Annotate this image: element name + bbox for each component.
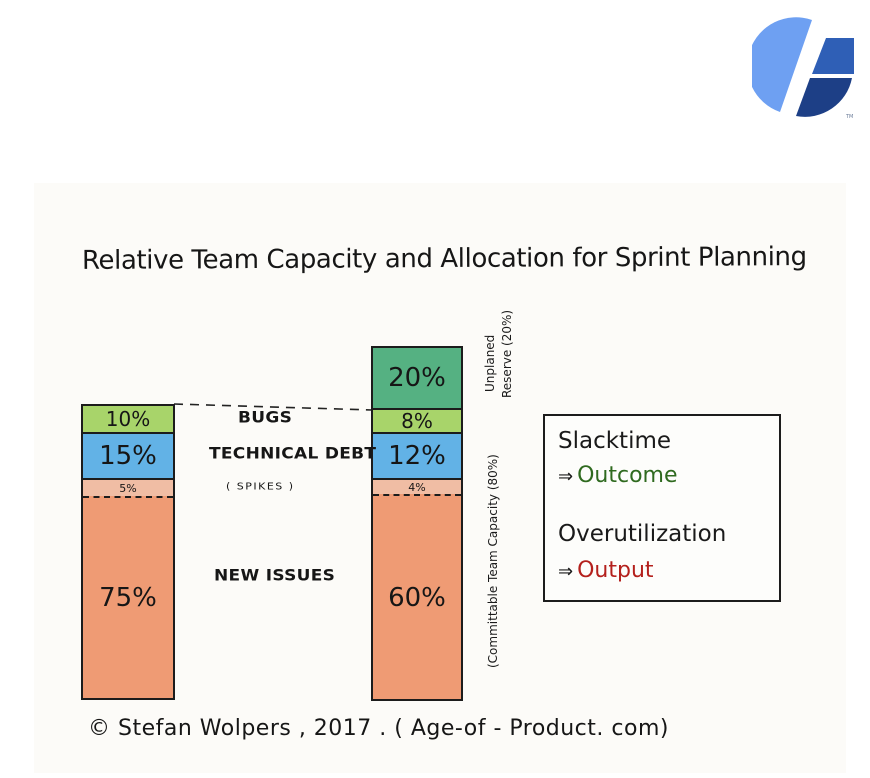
- right-newissues-value: 60%: [388, 582, 446, 613]
- left-capacity-bar: 10% 15% 5% 75%: [81, 404, 175, 700]
- category-label-spikes: ( SPIKES ): [226, 480, 295, 493]
- category-label-technical-debt: TECHNICAL DEBT: [209, 444, 377, 464]
- diagram-title: Relative Team Capacity and Allocation fo…: [81, 242, 807, 276]
- legend-overutilization-arrow-icon: ⇒: [558, 561, 574, 582]
- left-newissues-segment: 75%: [83, 496, 173, 698]
- unplanned-reserve-annotation-line1: Unplaned: [483, 334, 497, 392]
- left-techdebt-value: 15%: [99, 441, 157, 471]
- age-of-product-logo: TM: [752, 17, 854, 120]
- right-bugs-segment: 8%: [373, 409, 461, 434]
- left-bugs-value: 10%: [105, 407, 151, 431]
- category-label-bugs: BUGS: [238, 408, 293, 428]
- category-label-new-issues: NEW ISSUES: [214, 566, 336, 586]
- copyright-footer: © Stefan Wolpers , 2017 . ( Age-of - Pro…: [88, 716, 669, 741]
- logo-left-shape: [752, 17, 812, 112]
- committable-capacity-annotation: (Committable Team Capacity (80%): [486, 454, 500, 668]
- logo-tm-mark: TM: [845, 114, 853, 120]
- legend-overutilization-result-row: ⇒ Output: [558, 557, 654, 583]
- left-techdebt-segment: 15%: [83, 434, 173, 480]
- right-bugs-value: 8%: [401, 409, 433, 433]
- right-techdebt-segment: 12%: [373, 434, 461, 480]
- right-capacity-bar: 20% 8% 12% 4% 60%: [371, 346, 463, 701]
- legend-overutilization-title: Overutilization: [558, 521, 727, 547]
- legend-slacktime-result-row: ⇒ Outcome: [558, 462, 678, 488]
- unplanned-reserve-annotation-line2: Reserve (20%): [500, 309, 514, 398]
- left-spikes-value: 5%: [119, 481, 137, 495]
- right-reserve-value: 20%: [388, 363, 446, 393]
- logo-right-top-shape: [812, 38, 854, 74]
- right-techdebt-value: 12%: [388, 441, 446, 471]
- left-newissues-value: 75%: [99, 583, 157, 613]
- legend-slacktime-title: Slacktime: [558, 428, 672, 454]
- right-reserve-segment: 20%: [373, 348, 461, 410]
- legend-overutilization-output: Output: [577, 558, 654, 583]
- right-spikes-value: 4%: [408, 480, 426, 494]
- left-bugs-segment: 10%: [83, 406, 173, 434]
- right-newissues-segment: 60%: [373, 494, 461, 699]
- logo-right-bottom-shape: [796, 78, 852, 117]
- legend-slacktime-outcome: Outcome: [577, 463, 678, 488]
- legend-box: Slacktime ⇒ Outcome Overutilization ⇒ Outp…: [543, 414, 781, 602]
- legend-slacktime-arrow-icon: ⇒: [558, 466, 574, 487]
